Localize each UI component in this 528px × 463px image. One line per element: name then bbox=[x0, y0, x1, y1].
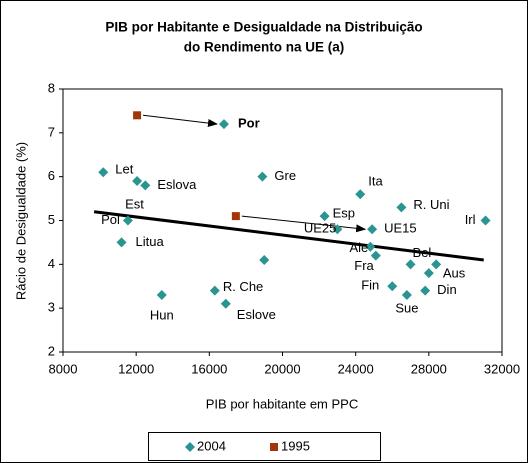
x-tick-label: 16000 bbox=[191, 361, 227, 376]
point-label: Irl bbox=[465, 212, 476, 227]
point bbox=[133, 111, 142, 120]
point bbox=[220, 298, 231, 309]
point-label: Litua bbox=[136, 234, 165, 249]
point bbox=[116, 237, 127, 248]
arrow bbox=[241, 215, 367, 233]
point-label: R. Uni bbox=[413, 197, 449, 212]
point bbox=[209, 285, 220, 296]
point-label: Sue bbox=[395, 300, 418, 315]
point bbox=[156, 290, 167, 301]
point bbox=[365, 241, 376, 252]
legend-label: 2004 bbox=[197, 438, 226, 453]
point-label: UE15 bbox=[384, 221, 417, 236]
legend-marker bbox=[270, 443, 278, 451]
x-tick-label: 32000 bbox=[484, 361, 520, 376]
point-label: Por bbox=[238, 116, 260, 131]
point bbox=[257, 171, 268, 182]
point bbox=[98, 167, 109, 178]
point-label: Aus bbox=[443, 266, 466, 281]
legend bbox=[148, 432, 381, 461]
point-label: Let bbox=[115, 162, 133, 177]
point-label: Hun bbox=[150, 307, 174, 322]
y-axis-label: Rácio de Desigualdade (%) bbox=[13, 142, 28, 300]
point-label: Fra bbox=[354, 258, 374, 273]
point-label: Ale bbox=[350, 240, 369, 255]
x-tick-label: 28000 bbox=[411, 361, 447, 376]
point-label: Pol bbox=[101, 212, 120, 227]
point bbox=[319, 211, 330, 222]
point bbox=[423, 268, 434, 279]
y-tick-label: 3 bbox=[48, 300, 55, 315]
point-label: Din bbox=[437, 282, 457, 297]
point-label: Bel bbox=[413, 245, 432, 260]
point bbox=[332, 224, 343, 235]
x-tick-label: 24000 bbox=[338, 361, 374, 376]
point-label: Fin bbox=[361, 278, 379, 293]
point-label: Ita bbox=[368, 174, 383, 189]
chart-title: PIB por Habitante e Desigualdade na Dist… bbox=[105, 20, 422, 35]
arrow bbox=[143, 114, 218, 127]
point bbox=[132, 176, 143, 187]
point bbox=[387, 281, 398, 292]
point bbox=[396, 202, 407, 213]
point-label: Gre bbox=[274, 168, 296, 183]
point bbox=[140, 180, 151, 191]
trendline bbox=[93, 210, 484, 262]
y-tick-label: 2 bbox=[48, 343, 55, 358]
point bbox=[405, 259, 416, 270]
x-tick-label: 8000 bbox=[49, 361, 78, 376]
point bbox=[401, 290, 412, 301]
y-tick-label: 8 bbox=[48, 80, 55, 95]
x-tick-label: 20000 bbox=[264, 361, 300, 376]
point bbox=[218, 119, 229, 130]
point bbox=[480, 215, 491, 226]
point bbox=[431, 259, 442, 270]
point bbox=[231, 212, 240, 221]
x-axis-label: PIB por habitante em PPC bbox=[206, 396, 358, 411]
y-tick-label: 4 bbox=[48, 256, 55, 271]
point-label: R. Che bbox=[223, 279, 263, 294]
y-tick-label: 5 bbox=[48, 212, 55, 227]
point bbox=[259, 254, 270, 265]
point-label: Eslova bbox=[157, 177, 197, 192]
chart-title: do Rendimento na UE (a) bbox=[184, 40, 345, 55]
legend-label: 1995 bbox=[281, 438, 310, 453]
point-label: Est bbox=[125, 196, 144, 211]
point-label: Eslove bbox=[237, 307, 276, 322]
point bbox=[355, 189, 366, 200]
point-label: UE25 bbox=[304, 221, 337, 236]
y-tick-label: 6 bbox=[48, 168, 55, 183]
point bbox=[420, 285, 431, 296]
legend-marker bbox=[185, 442, 195, 452]
y-tick-label: 7 bbox=[48, 124, 55, 139]
point bbox=[122, 215, 133, 226]
point bbox=[367, 224, 378, 235]
point bbox=[370, 250, 381, 261]
point-label: Esp bbox=[333, 206, 355, 221]
x-tick-label: 12000 bbox=[118, 361, 154, 376]
